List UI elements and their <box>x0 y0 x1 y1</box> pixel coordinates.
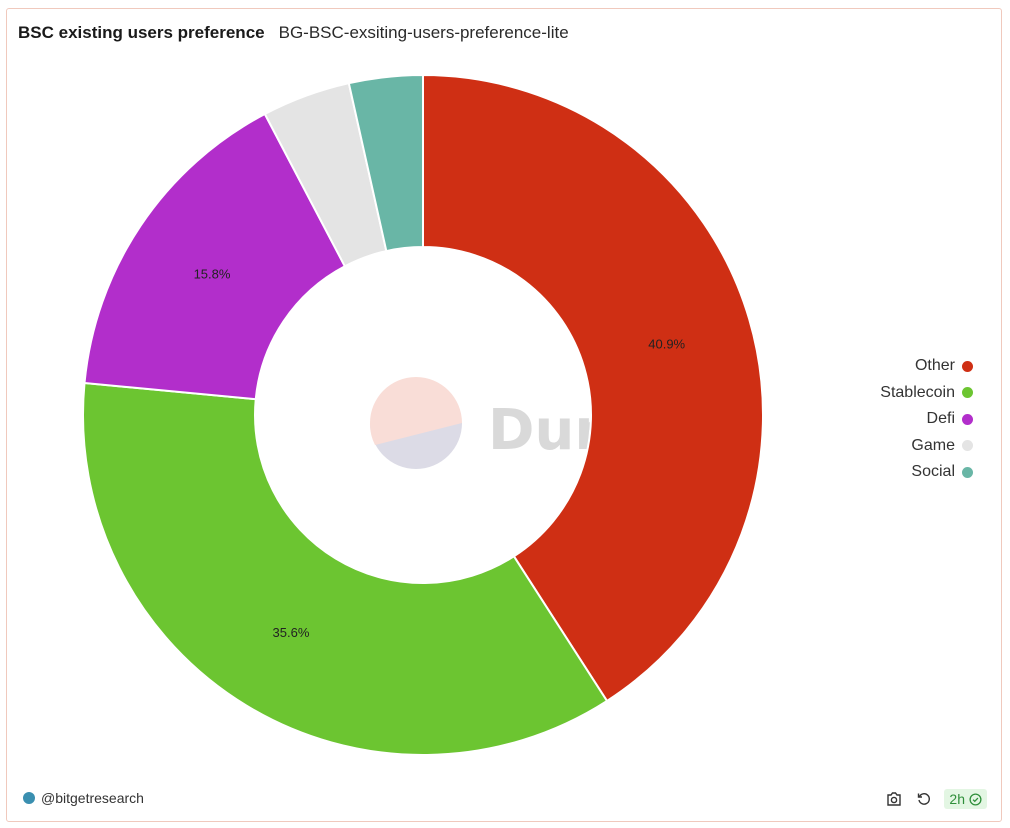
chart-legend: Other Stablecoin Defi Game Social <box>880 353 973 486</box>
legend-label: Stablecoin <box>880 383 955 401</box>
slice-label-stablecoin: 35.6% <box>273 625 310 640</box>
footer-actions: 2h <box>884 789 987 809</box>
chart-title[interactable]: BSC existing users preference <box>18 23 265 42</box>
chart-header: BSC existing users preference BG-BSC-exs… <box>18 23 569 43</box>
author-info[interactable]: @bitgetresearch <box>23 790 144 806</box>
chart-subtitle: BG-BSC-exsiting-users-preference-lite <box>278 23 569 42</box>
legend-label: Social <box>911 463 955 481</box>
legend-label: Game <box>911 436 955 454</box>
camera-icon[interactable] <box>884 789 904 809</box>
slice-label-other: 40.9% <box>648 336 685 351</box>
slice-stablecoin[interactable] <box>82 381 609 756</box>
legend-item-social[interactable]: Social <box>880 459 973 486</box>
legend-item-stablecoin[interactable]: Stablecoin <box>880 380 973 407</box>
refresh-icon[interactable] <box>914 789 934 809</box>
refresh-age-badge[interactable]: 2h <box>944 789 987 809</box>
legend-item-defi[interactable]: Defi <box>880 406 973 433</box>
slice-social[interactable] <box>347 73 424 253</box>
author-handle[interactable]: @bitgetresearch <box>41 790 144 806</box>
legend-swatch <box>962 360 973 372</box>
legend-swatch <box>962 466 973 478</box>
legend-item-game[interactable]: Game <box>880 433 973 460</box>
legend-swatch <box>962 440 973 452</box>
slice-other[interactable] <box>422 73 764 703</box>
legend-swatch <box>962 413 973 425</box>
age-text: 2h <box>949 791 965 807</box>
legend-label: Defi <box>926 410 955 428</box>
slice-defi[interactable] <box>83 112 347 401</box>
legend-item-other[interactable]: Other <box>880 353 973 380</box>
avatar <box>23 792 35 804</box>
legend-swatch <box>962 387 973 399</box>
legend-label: Other <box>914 357 955 375</box>
check-circle-icon <box>969 792 982 806</box>
slice-label-defi: 15.8% <box>194 267 231 282</box>
